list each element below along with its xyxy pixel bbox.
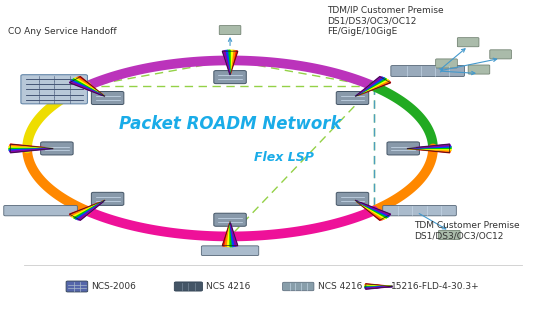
Polygon shape bbox=[9, 148, 53, 150]
Polygon shape bbox=[230, 222, 235, 247]
Polygon shape bbox=[407, 148, 450, 153]
Polygon shape bbox=[9, 146, 53, 148]
Polygon shape bbox=[230, 51, 238, 75]
Text: TDM Customer Premise
DS1/DS3/OC3/OC12: TDM Customer Premise DS1/DS3/OC3/OC12 bbox=[414, 221, 520, 241]
FancyBboxPatch shape bbox=[468, 65, 490, 74]
FancyBboxPatch shape bbox=[91, 91, 124, 104]
Polygon shape bbox=[225, 222, 230, 247]
FancyBboxPatch shape bbox=[336, 192, 369, 205]
FancyBboxPatch shape bbox=[438, 231, 460, 239]
Polygon shape bbox=[69, 200, 105, 215]
Polygon shape bbox=[407, 144, 450, 148]
Text: TDM/IP Customer Premise
DS1/DS3/OC3/OC12
FE/GigE/10GigE: TDM/IP Customer Premise DS1/DS3/OC3/OC12… bbox=[327, 6, 444, 36]
FancyBboxPatch shape bbox=[214, 213, 246, 226]
Polygon shape bbox=[355, 79, 388, 96]
Text: Packet ROADM Network: Packet ROADM Network bbox=[119, 115, 342, 133]
Polygon shape bbox=[230, 50, 233, 75]
Polygon shape bbox=[222, 51, 230, 75]
Polygon shape bbox=[355, 200, 388, 218]
FancyBboxPatch shape bbox=[383, 205, 456, 216]
Polygon shape bbox=[355, 200, 390, 215]
Polygon shape bbox=[70, 200, 105, 217]
Polygon shape bbox=[230, 222, 233, 247]
Polygon shape bbox=[74, 200, 105, 219]
Polygon shape bbox=[78, 77, 105, 96]
Polygon shape bbox=[365, 286, 392, 289]
FancyBboxPatch shape bbox=[66, 281, 88, 292]
Polygon shape bbox=[407, 148, 451, 150]
Text: 15216-FLD-4-30.3+: 15216-FLD-4-30.3+ bbox=[391, 282, 480, 291]
Polygon shape bbox=[10, 144, 53, 148]
Polygon shape bbox=[407, 148, 451, 151]
FancyBboxPatch shape bbox=[41, 142, 73, 155]
FancyBboxPatch shape bbox=[4, 205, 78, 216]
FancyBboxPatch shape bbox=[490, 50, 512, 59]
FancyBboxPatch shape bbox=[201, 246, 258, 256]
Polygon shape bbox=[230, 50, 235, 75]
Polygon shape bbox=[355, 77, 384, 96]
Polygon shape bbox=[72, 200, 105, 218]
Polygon shape bbox=[407, 147, 451, 148]
Polygon shape bbox=[70, 80, 105, 96]
Polygon shape bbox=[355, 80, 389, 96]
Polygon shape bbox=[227, 222, 230, 247]
Polygon shape bbox=[365, 284, 392, 286]
Polygon shape bbox=[407, 146, 451, 148]
FancyBboxPatch shape bbox=[457, 38, 479, 47]
Polygon shape bbox=[355, 200, 384, 220]
Polygon shape bbox=[76, 77, 105, 96]
Text: NCS-2006: NCS-2006 bbox=[91, 282, 136, 291]
Polygon shape bbox=[76, 200, 105, 220]
Polygon shape bbox=[74, 78, 105, 96]
Polygon shape bbox=[227, 50, 230, 75]
FancyBboxPatch shape bbox=[214, 70, 246, 84]
Text: NCS 4216: NCS 4216 bbox=[318, 282, 362, 291]
Polygon shape bbox=[365, 286, 392, 288]
FancyBboxPatch shape bbox=[387, 142, 420, 155]
FancyBboxPatch shape bbox=[391, 66, 464, 77]
Polygon shape bbox=[365, 285, 392, 286]
Polygon shape bbox=[78, 200, 105, 220]
FancyBboxPatch shape bbox=[336, 91, 369, 104]
Polygon shape bbox=[365, 286, 392, 287]
Polygon shape bbox=[355, 78, 387, 96]
FancyBboxPatch shape bbox=[174, 282, 202, 291]
Polygon shape bbox=[10, 148, 53, 153]
Polygon shape bbox=[355, 77, 382, 96]
Polygon shape bbox=[355, 200, 389, 217]
Polygon shape bbox=[225, 50, 230, 75]
Text: NCS 4216: NCS 4216 bbox=[206, 282, 251, 291]
Polygon shape bbox=[69, 81, 105, 96]
FancyBboxPatch shape bbox=[283, 282, 314, 291]
Polygon shape bbox=[72, 79, 105, 96]
Polygon shape bbox=[230, 222, 238, 246]
Text: Flex LSP: Flex LSP bbox=[254, 151, 314, 164]
Polygon shape bbox=[355, 81, 390, 96]
FancyBboxPatch shape bbox=[91, 192, 124, 205]
FancyBboxPatch shape bbox=[436, 59, 457, 68]
Polygon shape bbox=[9, 148, 53, 151]
Polygon shape bbox=[355, 200, 382, 220]
FancyBboxPatch shape bbox=[219, 26, 241, 35]
Polygon shape bbox=[222, 222, 230, 246]
FancyBboxPatch shape bbox=[21, 75, 87, 104]
Polygon shape bbox=[355, 200, 387, 219]
Polygon shape bbox=[9, 147, 53, 148]
Text: CO Any Service Handoff: CO Any Service Handoff bbox=[8, 27, 117, 36]
